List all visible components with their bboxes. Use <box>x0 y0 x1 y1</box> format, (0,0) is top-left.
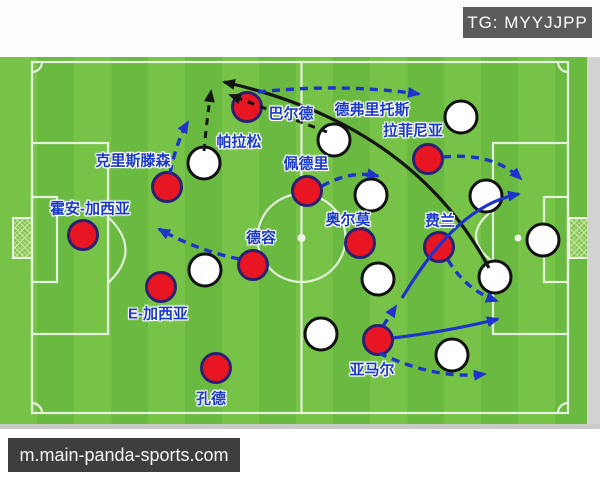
player-white-9 <box>303 316 339 352</box>
label-joan-garcia: 霍安-加西亚 <box>50 200 130 218</box>
arrow-blue-solid-yamal-pass <box>392 316 500 340</box>
label-ferran: 费兰 <box>424 212 456 230</box>
corner-arc-tr <box>556 61 569 74</box>
telegram-watermark-text: TG: MYYJJPP <box>467 12 588 32</box>
site-watermark-text: m.main-panda-sports.com <box>19 444 229 465</box>
label-raphinha: 拉菲尼亚 <box>382 122 444 140</box>
player-red-christensen <box>151 171 183 203</box>
arrow-black-solid-long-pass <box>222 79 491 269</box>
player-white-7 <box>525 222 561 258</box>
arrow-blue-dashed-balde-run <box>257 86 421 98</box>
player-red-raphinha <box>412 143 444 175</box>
player-red-pedri <box>291 175 323 207</box>
corner-arc-br <box>556 401 569 414</box>
arrow-blue-dashed-pedri-run <box>321 168 380 188</box>
player-red-olmo <box>344 227 376 259</box>
label-defrutos: 德弗里托斯 <box>334 101 410 119</box>
label-christensen: 克里斯滕森 <box>95 152 171 170</box>
left-goal <box>12 217 33 259</box>
left-penalty-arc <box>107 216 127 284</box>
arrow-blue-dashed-christensen-run <box>168 120 190 174</box>
right-grey-strip <box>587 57 600 424</box>
label-dejong: 德容 <box>245 229 277 247</box>
red-team <box>67 91 455 384</box>
player-red-dejong <box>237 249 269 281</box>
player-red-joan-garcia <box>67 219 99 251</box>
arrow-black-dashed-defrutos-run <box>228 93 328 134</box>
player-red-yamal <box>362 324 394 356</box>
label-e-garcia: E-加西亚 <box>127 305 189 323</box>
label-olmo: 奥尔莫 <box>325 211 371 229</box>
player-red-kounde <box>200 352 232 384</box>
player-white-3 <box>353 177 389 213</box>
arrow-blue-dashed-dejong-run <box>157 227 240 261</box>
player-white-8 <box>187 252 223 288</box>
arrow-blue-dashed-ferran-run <box>446 259 499 303</box>
player-white-6 <box>477 259 513 295</box>
corner-arc-tl <box>31 61 44 74</box>
bottom-grey-strip <box>0 424 600 429</box>
arrow-blue-dashed-raphinha-run <box>442 154 523 181</box>
label-balde: 巴尔德 <box>268 105 314 123</box>
corner-arc-bl <box>31 401 44 414</box>
telegram-watermark-badge: TG: MYYJJPP <box>463 7 592 38</box>
player-white-palazon <box>186 145 222 181</box>
arrow-black-dashed-palazon-run <box>202 89 215 152</box>
label-pedri: 佩德里 <box>283 155 329 173</box>
player-white-5 <box>468 178 504 214</box>
arrow-blue-dashed-yamal-short-run <box>381 304 398 327</box>
arrow-blue-dashed-yamal-long-run <box>378 351 487 381</box>
label-kounde: 孔德 <box>195 390 227 408</box>
arrow-blue-solid-through-ferran <box>400 190 521 299</box>
site-watermark-badge: m.main-panda-sports.com <box>8 438 240 472</box>
center-spot <box>297 234 306 242</box>
arrows <box>157 79 523 381</box>
player-red-e-garcia <box>145 271 177 303</box>
player-white-10 <box>360 261 396 297</box>
player-white-11 <box>434 337 470 373</box>
right-penalty-spot <box>514 234 522 242</box>
right-penalty-arc <box>475 209 494 263</box>
label-yamal: 亚马尔 <box>349 361 395 379</box>
label-palazon: 帕拉松 <box>216 133 262 151</box>
player-white-4 <box>443 99 479 135</box>
